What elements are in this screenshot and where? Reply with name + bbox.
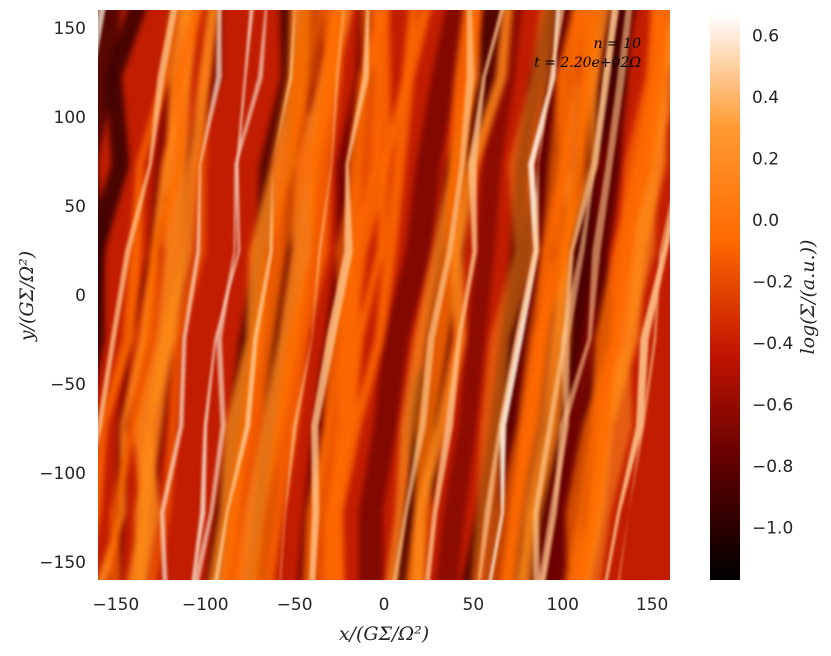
y-axis-ticks: 150 100 50 0 −50 −100 −150 xyxy=(39,19,86,573)
colorbar-tick-label: −0.6 xyxy=(752,396,793,416)
colorbar-tick-label: −0.4 xyxy=(752,334,793,354)
plot-area xyxy=(98,10,670,580)
density-streak xyxy=(411,10,513,580)
y-tick-label: −50 xyxy=(50,375,86,395)
x-tick-label: −150 xyxy=(93,595,140,615)
colorbar-tick-label: −0.2 xyxy=(752,273,793,293)
y-tick-label: −100 xyxy=(39,464,86,484)
density-streak xyxy=(618,202,670,580)
y-tick-label: 50 xyxy=(64,197,86,217)
colorbar-label: log(Σ/(a.u.)) xyxy=(797,240,819,355)
density-streak xyxy=(501,10,602,580)
annotation-time: t = 2.20e+02Ω xyxy=(534,55,641,71)
colorbar-tick-label: 0.4 xyxy=(752,88,779,108)
mid-density-streaks xyxy=(98,10,670,580)
annotation-n: n = 10 xyxy=(594,36,642,52)
density-streak xyxy=(489,10,591,580)
colorbar-tick-label: −0.8 xyxy=(752,457,793,477)
density-streak xyxy=(436,10,523,580)
y-tick-label: 0 xyxy=(75,286,86,306)
density-streak xyxy=(252,10,346,580)
density-streak xyxy=(309,10,370,580)
colorbar xyxy=(710,14,740,580)
density-streak xyxy=(134,10,220,580)
colorbar-tick-label: −1.0 xyxy=(752,519,793,539)
y-tick-label: 100 xyxy=(54,108,86,128)
high-density-filaments xyxy=(98,10,670,580)
density-streak xyxy=(311,10,382,580)
density-streak xyxy=(425,10,505,580)
density-streak xyxy=(98,10,106,52)
density-streak xyxy=(477,10,565,580)
density-streak xyxy=(112,10,180,580)
density-streak xyxy=(333,10,432,580)
density-streak xyxy=(230,10,329,580)
density-streak xyxy=(279,10,345,580)
density-streak xyxy=(471,10,559,580)
x-tick-label: −50 xyxy=(277,595,313,615)
x-axis-ticks: −150 −100 −50 0 50 100 150 xyxy=(93,595,669,615)
colorbar-ticks: 0.6 0.4 0.2 0.0 −0.2 −0.4 −0.6 −0.8 −1.0 xyxy=(752,27,793,539)
colorbar-tick-label: 0.2 xyxy=(752,150,779,170)
density-streak xyxy=(223,10,324,580)
x-tick-label: 0 xyxy=(379,595,390,615)
density-streak xyxy=(565,10,669,580)
x-tick-label: 100 xyxy=(547,595,579,615)
density-streak xyxy=(214,10,296,580)
y-tick-label: −150 xyxy=(39,553,86,573)
x-tick-label: −100 xyxy=(182,595,229,615)
x-tick-label: 50 xyxy=(463,595,485,615)
density-streak xyxy=(98,10,191,580)
density-streak xyxy=(191,10,254,580)
x-axis-label: x/(GΣ/Ω²) xyxy=(339,623,429,645)
density-streak xyxy=(234,10,353,580)
density-streak xyxy=(517,10,611,580)
density-streak xyxy=(604,216,670,580)
colorbar-tick-label: 0.0 xyxy=(752,211,779,231)
density-streak xyxy=(98,10,146,376)
y-tick-label: 150 xyxy=(54,19,86,39)
y-axis-label: y/(GΣ/Ω²) xyxy=(16,251,38,342)
density-streak xyxy=(109,10,203,580)
density-streak xyxy=(98,10,178,446)
colorbar-tick-label: 0.6 xyxy=(752,27,779,47)
density-streak xyxy=(98,10,177,528)
x-tick-label: 150 xyxy=(636,595,668,615)
density-streak xyxy=(193,10,268,580)
density-streak xyxy=(159,10,222,580)
density-streak xyxy=(358,10,471,580)
